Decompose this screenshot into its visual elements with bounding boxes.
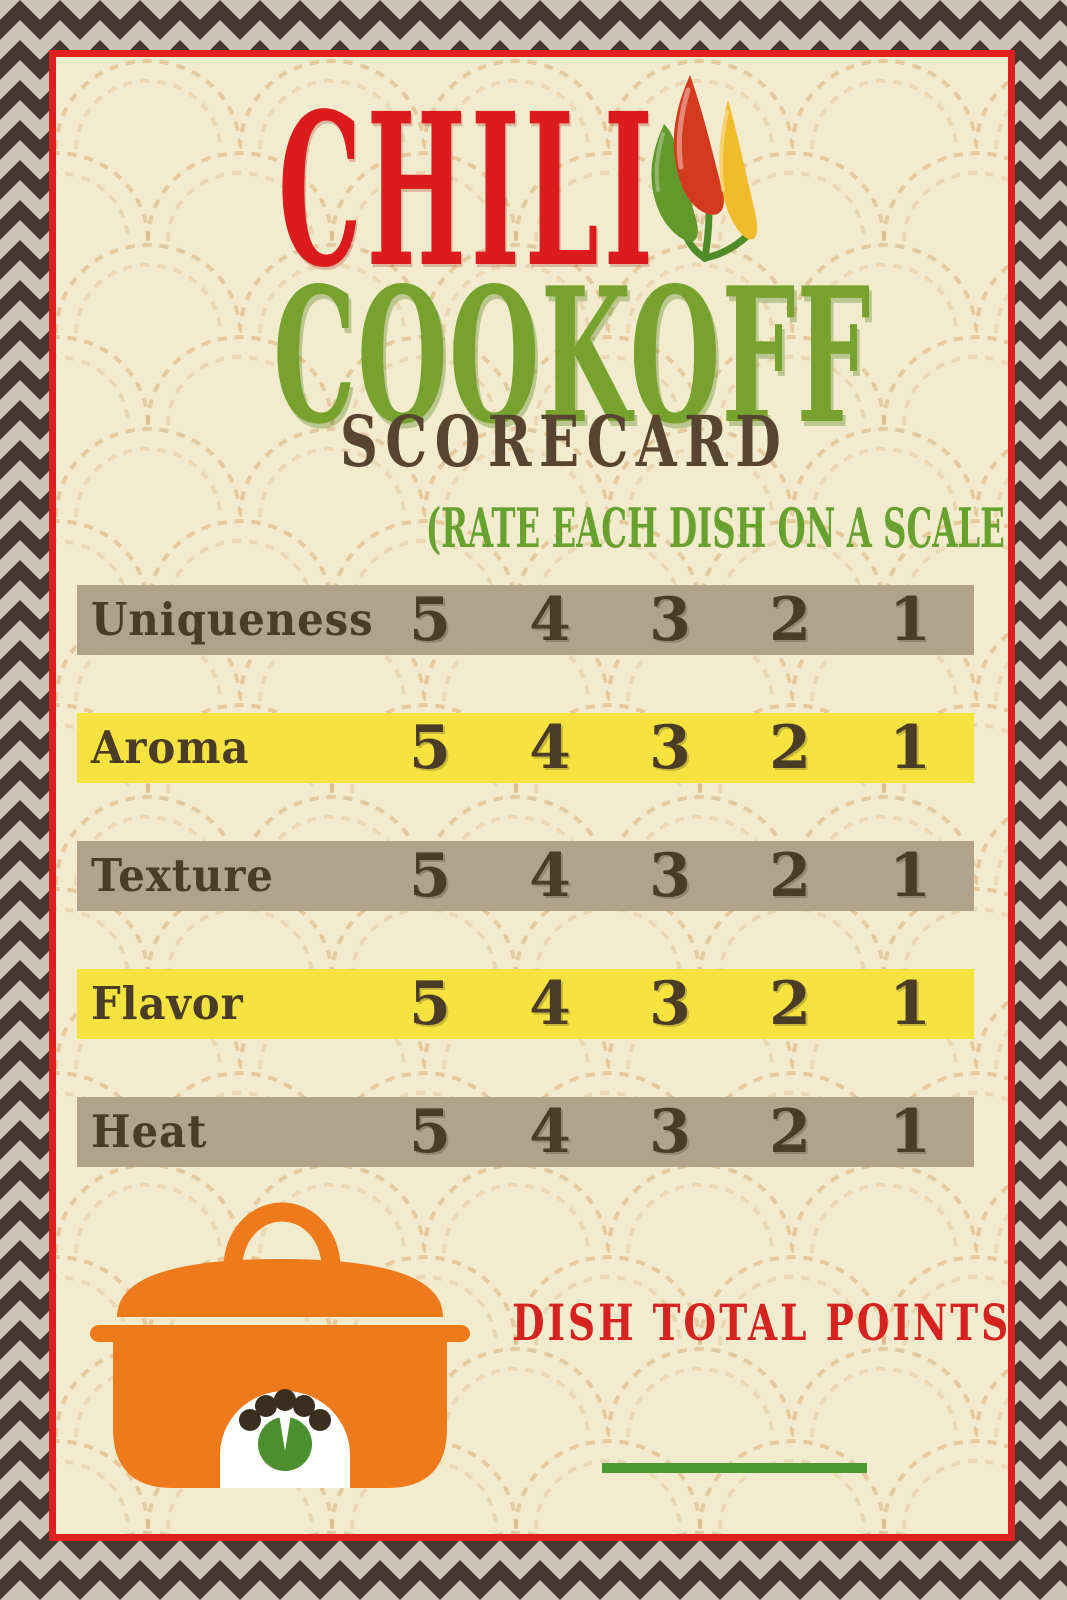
title-chili: CHILI (278, 67, 658, 314)
score-cell[interactable]: 4 (529, 969, 571, 1039)
score-cell[interactable]: 4 (529, 585, 571, 655)
score-cell[interactable]: 2 (769, 713, 811, 783)
pot-rim (90, 1325, 470, 1342)
row-label: Uniqueness (91, 593, 374, 646)
red-pepper (673, 75, 724, 215)
score-cell[interactable]: 1 (889, 1097, 931, 1167)
yellow-pepper (719, 100, 758, 240)
chili-peppers-icon (651, 75, 758, 262)
score-cell[interactable]: 2 (769, 585, 811, 655)
score-cell[interactable]: 1 (889, 713, 931, 783)
instructions-label: (RATE EACH DISH ON A SCALE OF 1-5, 5 BEI… (425, 496, 1008, 560)
pot-lid (117, 1259, 443, 1317)
score-cell[interactable]: 4 (529, 713, 571, 783)
poster-frame: CHILI COOKOFF SCORECARD (RATE EACH DISH … (49, 50, 1015, 1541)
score-cell[interactable]: 2 (769, 1097, 811, 1167)
score-cell[interactable]: 4 (529, 841, 571, 911)
row-label: Aroma (91, 721, 250, 774)
green-pepper (651, 124, 698, 242)
score-cell[interactable]: 4 (529, 1097, 571, 1167)
score-cell[interactable]: 3 (649, 841, 691, 911)
score-row-uniqueness: Uniqueness 5 4 3 2 1 (77, 585, 974, 655)
score-cell[interactable]: 5 (409, 841, 451, 911)
score-row-texture: Texture 5 4 3 2 1 (77, 841, 974, 911)
score-cell[interactable]: 2 (769, 969, 811, 1039)
score-cell[interactable]: 5 (409, 969, 451, 1039)
score-cell[interactable]: 5 (409, 713, 451, 783)
row-label: Heat (91, 1105, 208, 1158)
chili-pot-icon (90, 1202, 470, 1488)
pot-handle (223, 1202, 341, 1268)
score-cell[interactable]: 3 (649, 1097, 691, 1167)
score-cell[interactable]: 3 (649, 585, 691, 655)
score-row-aroma: Aroma 5 4 3 2 1 (77, 713, 974, 783)
row-label: Flavor (91, 977, 244, 1030)
score-row-heat: Heat 5 4 3 2 1 (77, 1097, 974, 1167)
pot-dots (239, 1389, 331, 1431)
title-cookoff: COOKOFF (273, 246, 872, 465)
total-points-line[interactable] (602, 1463, 867, 1473)
score-cell[interactable]: 3 (649, 969, 691, 1039)
score-cell[interactable]: 2 (769, 841, 811, 911)
row-label: Texture (91, 849, 274, 902)
score-cell[interactable]: 1 (889, 969, 931, 1039)
score-cell[interactable]: 3 (649, 713, 691, 783)
score-cell[interactable]: 5 (409, 1097, 451, 1167)
score-cell[interactable]: 1 (889, 585, 931, 655)
instructions-text: (RATE EACH DISH ON A SCALE OF 1-5, 5 BEI… (56, 501, 1008, 555)
score-cell[interactable]: 5 (409, 585, 451, 655)
dish-total-label: DISH TOTAL POINTS (512, 1293, 1012, 1352)
score-cell[interactable]: 1 (889, 841, 931, 911)
title-scorecard: SCORECARD (340, 400, 789, 483)
score-row-flavor: Flavor 5 4 3 2 1 (77, 969, 974, 1039)
